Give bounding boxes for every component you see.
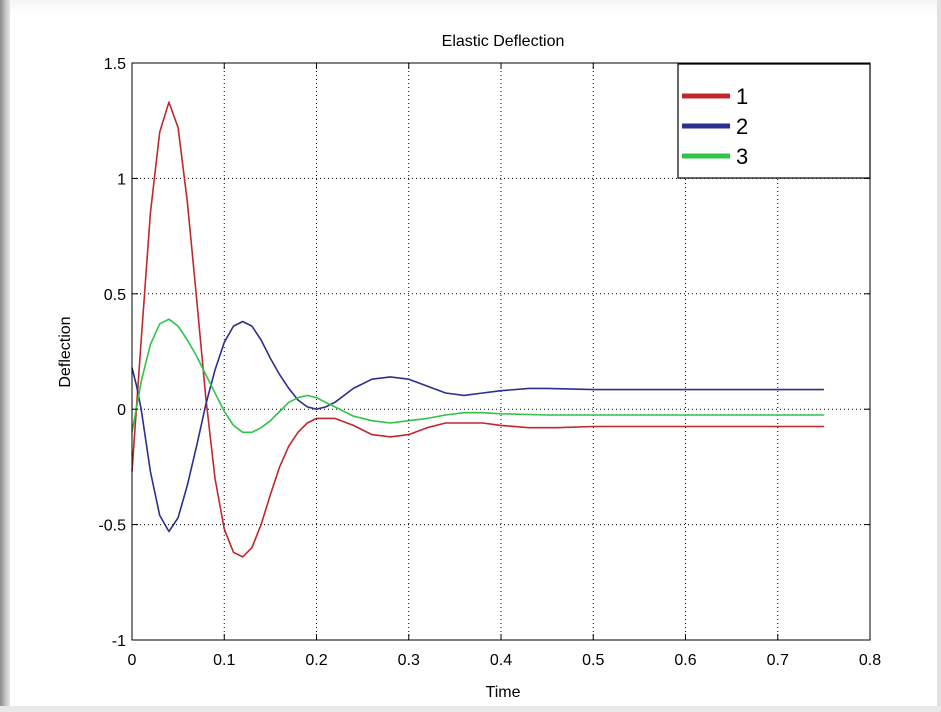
legend-box: [677, 63, 871, 179]
x-tick-label: 0.2: [305, 652, 327, 669]
window-bottom-edge: [0, 706, 941, 712]
x-tick-label: 0.3: [398, 652, 420, 669]
y-tick-label: 0: [117, 402, 126, 419]
x-tick-label: 0: [128, 652, 137, 669]
series-2-line: [131, 320, 824, 533]
x-axis-title: Time: [486, 684, 521, 701]
window-top-edge: [0, 0, 941, 14]
window-right-border: [937, 0, 941, 712]
y-tick-label: -1: [112, 633, 126, 650]
x-tick-label: 0.1: [213, 652, 235, 669]
y-tick-label: -0.5: [98, 518, 126, 535]
legend: 1 2 3: [677, 63, 871, 179]
x-tick-label: 0.5: [582, 652, 604, 669]
axes: 0 0.1 0.2 0.3 0.4 0.5 0.6 0.7 0.8 -1 -0.5 0 0.5 1 1.5: [98, 56, 881, 669]
window-left-border: [0, 0, 10, 712]
x-tick-label: 0.4: [490, 652, 512, 669]
y-tick-label: 1: [117, 171, 126, 188]
legend-label-3: 3: [736, 144, 748, 169]
legend-label-1: 1: [736, 84, 748, 109]
x-tick-label: 0.8: [859, 652, 881, 669]
series-3-line: [131, 318, 824, 434]
x-tick-label: 0.7: [767, 652, 789, 669]
legend-label-2: 2: [736, 114, 748, 139]
x-tick-label: 0.6: [674, 652, 696, 669]
y-tick-label: 1.5: [104, 56, 126, 73]
chart-title: Elastic Deflection: [442, 33, 565, 50]
series-layer: [131, 101, 824, 558]
y-axis-title: Deflection: [57, 316, 74, 387]
series-1-line: [131, 101, 824, 558]
y-tick-label: 0.5: [104, 287, 126, 304]
